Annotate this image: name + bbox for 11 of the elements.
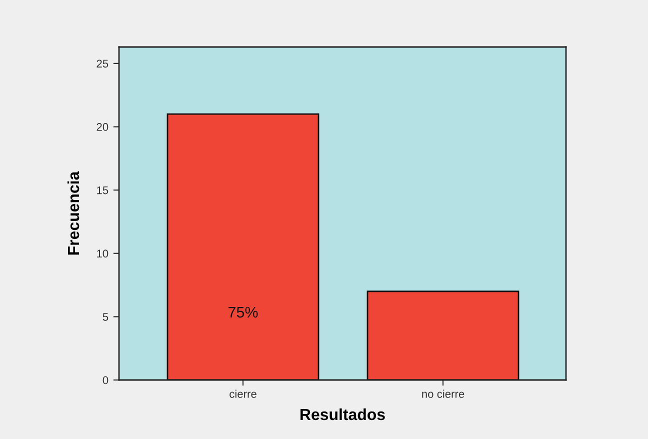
x-axis-title: Resultados — [300, 408, 385, 420]
y-tick-label: 5 — [102, 313, 108, 321]
y-axis-title: Frecuencia — [67, 171, 80, 255]
y-tick-label: 20 — [96, 123, 108, 131]
y-tick-label: 15 — [97, 186, 108, 194]
y-tick-label: 0 — [102, 376, 108, 384]
y-tick-label: 25 — [96, 60, 108, 68]
x-tick-label: cierre — [230, 390, 256, 398]
x-tick-label: no cierre — [422, 390, 464, 398]
annotation: 75% — [228, 306, 258, 318]
y-tick-label: 10 — [97, 250, 108, 258]
